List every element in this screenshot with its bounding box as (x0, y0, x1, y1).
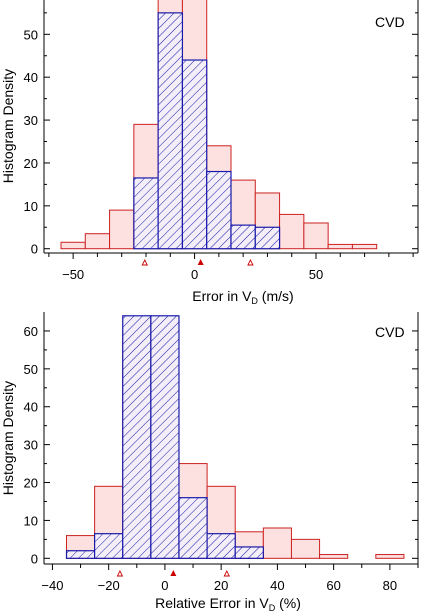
histogram-bar-hatched (230, 224, 256, 250)
y-tick-label: 10 (24, 199, 38, 214)
histogram-bar-hatched (178, 497, 208, 559)
x-tick-label: −20 (98, 578, 120, 593)
x-axis-title-main: Error in V (192, 288, 252, 304)
histogram-bar-hatched (133, 177, 159, 250)
x-tick-label: 50 (309, 267, 323, 282)
histogram-bar-filled (84, 233, 111, 250)
spread-marker-open (247, 258, 254, 266)
histogram-bar-hatched (122, 315, 152, 559)
x-axis-title-main: Relative Error in V (155, 595, 269, 611)
histogram-bar-filled (327, 243, 353, 250)
x-tick-label: 0 (191, 267, 198, 282)
histogram-bar-hatched (234, 546, 264, 559)
histogram-bar-filled (262, 527, 292, 559)
x-axis-title: Error in VD (m/s) (192, 288, 293, 306)
histogram-bar-hatched (65, 550, 96, 559)
x-tick-label: 20 (214, 578, 228, 593)
x-tick-label: 40 (270, 578, 284, 593)
mean-marker-filled (197, 259, 204, 265)
histogram-bar-hatched (181, 59, 208, 250)
relative-error-histogram-bars (65, 315, 405, 559)
histogram-bar-filled (303, 222, 329, 250)
y-tick-label: 40 (24, 70, 38, 85)
x-tick-label: −40 (41, 578, 63, 593)
y-tick-label: 0 (31, 551, 38, 566)
y-tick-label: 10 (24, 513, 38, 528)
x-axis-title: Relative Error in VD (%) (155, 595, 301, 612)
y-tick-label: 40 (24, 400, 38, 415)
histogram-bar-filled (319, 554, 349, 559)
y-tick-label: 50 (24, 362, 38, 377)
mean-marker-filled (170, 570, 177, 576)
y-tick-label: 50 (24, 27, 38, 42)
y-tick-label: 60 (24, 324, 38, 339)
x-axis-title-units: (m/s) (258, 288, 294, 304)
histogram-bar-hatched (206, 533, 236, 559)
y-tick-label: 20 (24, 156, 38, 171)
histogram-bar-filled (290, 538, 321, 559)
panel-label: CVD (375, 14, 405, 30)
y-axis-title: Histogram Density (0, 69, 16, 183)
error-histogram-axes: 0 10 20 30 40 50 −50 0 50 (24, 0, 419, 282)
panel-label: CVD (375, 324, 405, 340)
x-tick-label: 60 (326, 578, 340, 593)
x-axis-title-subscript: D (269, 603, 276, 612)
x-axis-title-units: (%) (275, 595, 301, 611)
x-tick-label: −50 (62, 267, 84, 282)
y-tick-label: 30 (24, 438, 38, 453)
spread-marker-open (223, 569, 231, 577)
error-mean-markers (141, 258, 254, 266)
histogram-bar-hatched (94, 533, 124, 559)
spread-marker-open (116, 569, 124, 577)
histogram-bar-hatched (150, 315, 180, 559)
y-tick-label: 30 (24, 113, 38, 128)
spread-marker-open (141, 258, 149, 266)
y-axis-title: Histogram Density (0, 381, 16, 495)
histogram-bar-hatched (157, 12, 184, 250)
histogram-bar-hatched (254, 226, 281, 250)
histogram-bar-hatched (206, 170, 232, 250)
error-histogram-bars (60, 0, 378, 250)
y-tick-label: 0 (31, 242, 38, 257)
histogram-bar-filled (375, 554, 405, 559)
relative-error-histogram-panel: 0 10 20 30 40 50 60 −40 −20 0 20 40 60 80 CVD Histogr… (0, 312, 419, 612)
histogram-bar-filled (279, 213, 305, 250)
relative-error-histogram-axes: 0 10 20 30 40 50 60 −40 −20 0 20 40 60 80 (24, 312, 419, 593)
x-tick-label: 0 (161, 578, 168, 593)
histogram-bar-filled (351, 243, 378, 250)
y-tick-label: 20 (24, 476, 38, 491)
relative-error-mean-markers (116, 569, 231, 577)
histogram-bar-filled (109, 209, 135, 250)
histogram-bar-filled (60, 241, 86, 250)
x-tick-label: 80 (383, 578, 397, 593)
x-axis-title-subscript: D (251, 296, 258, 306)
